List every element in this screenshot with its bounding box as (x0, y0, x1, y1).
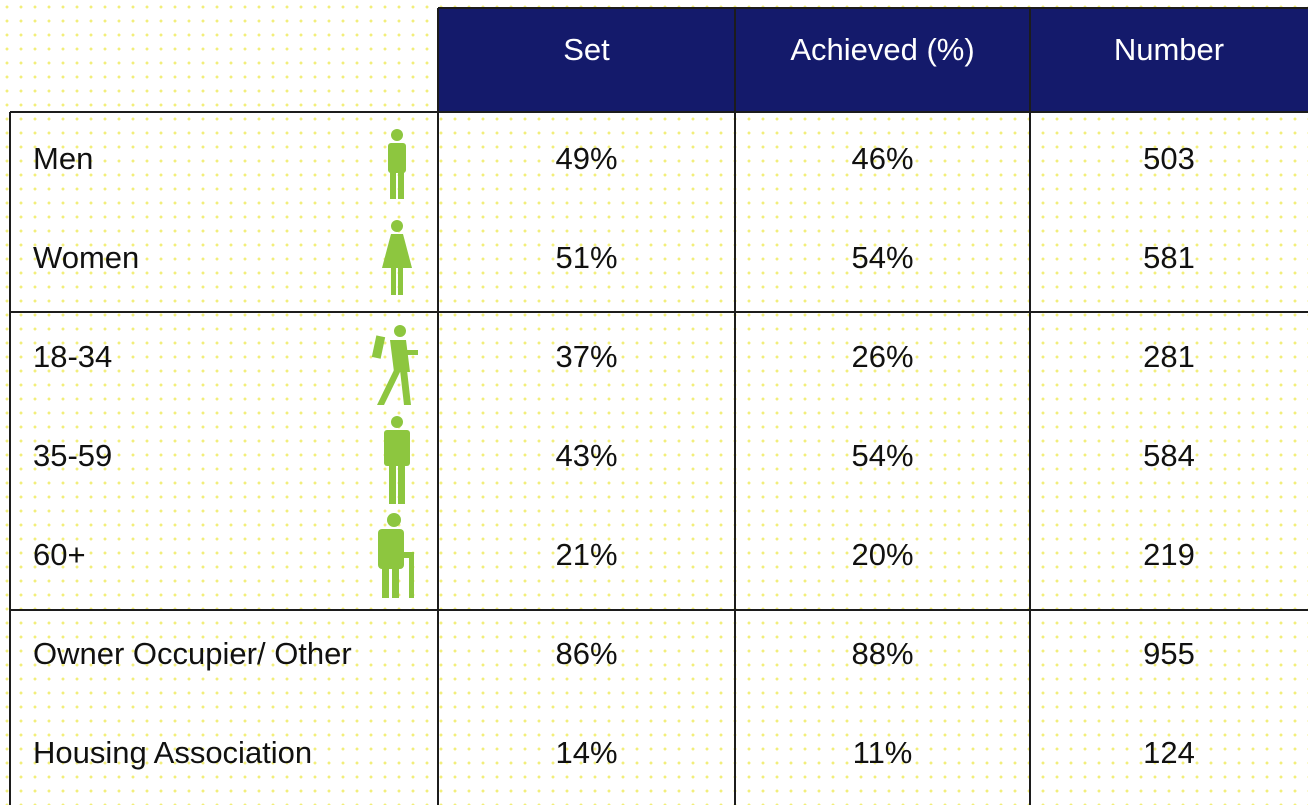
column-header: Achieved (%) (790, 32, 974, 67)
row-label: Women (33, 240, 139, 275)
cell: 11% (853, 735, 913, 770)
cell: 88% (851, 636, 913, 671)
row-label: 60+ (33, 537, 86, 572)
cell: 37% (555, 339, 617, 374)
cell: 584 (1143, 438, 1195, 473)
row-label: Housing Association (33, 735, 312, 770)
cell: 54% (851, 240, 913, 275)
cell: 49% (555, 141, 617, 176)
cell: 219 (1143, 537, 1195, 572)
column-header: Set (563, 32, 610, 67)
icon-man (388, 129, 406, 199)
cell: 21% (555, 537, 617, 572)
cell: 14% (555, 735, 617, 770)
cell: 26% (851, 339, 913, 374)
cell: 51% (555, 240, 617, 275)
cell: 503 (1143, 141, 1195, 176)
cell: 46% (851, 141, 913, 176)
icon-woman (382, 220, 412, 295)
cell: 86% (555, 636, 617, 671)
header-background (438, 8, 1308, 112)
cell: 124 (1143, 735, 1195, 770)
row-label: 35-59 (33, 438, 112, 473)
cell: 20% (851, 537, 913, 572)
column-header: Number (1114, 32, 1224, 67)
row-label: 18-34 (33, 339, 112, 374)
cell: 281 (1143, 339, 1195, 374)
cell: 955 (1143, 636, 1195, 671)
icon-elderly (378, 513, 414, 598)
row-label: Owner Occupier/ Other (33, 636, 352, 671)
icon-young (371, 325, 418, 405)
cell: 43% (555, 438, 617, 473)
row-label: Men (33, 141, 93, 176)
cell: 54% (851, 438, 913, 473)
cell: 581 (1143, 240, 1195, 275)
icon-adult (384, 416, 410, 504)
